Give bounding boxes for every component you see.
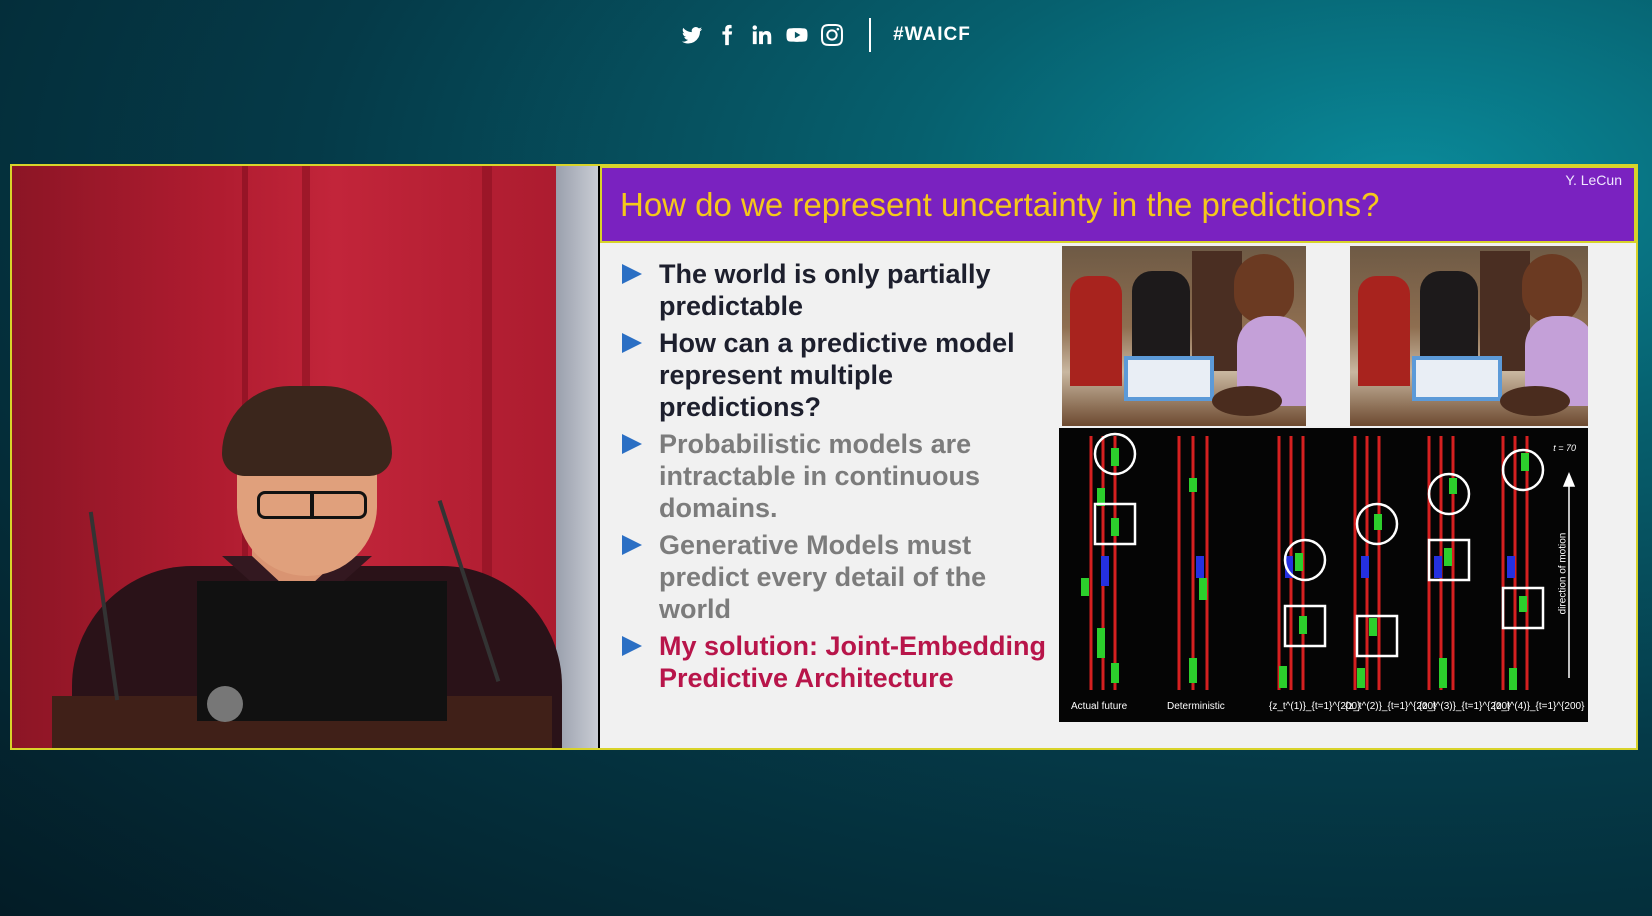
panel-label: Actual future: [1071, 701, 1128, 712]
bullet-item: Probabilistic models are intractable in …: [622, 428, 1052, 524]
trajectory-figure: t = 70 direction of motion Actual future…: [1059, 428, 1588, 722]
bullet-text: The world is only partially predictable: [659, 259, 991, 321]
photo-person: [1070, 276, 1122, 386]
bullet-arrow-icon: [622, 636, 642, 656]
axis-label: direction of motion: [1557, 532, 1569, 615]
event-hashtag: #WAICF: [893, 24, 971, 45]
speaker-glasses: [257, 491, 367, 519]
panel-label: {z_t^(4)}_{t=1}^{200}: [1493, 701, 1585, 712]
video-frame-photo: [1350, 246, 1588, 426]
video-frame-photo: [1062, 246, 1306, 426]
photo-person: [1480, 251, 1530, 371]
bullet-arrow-icon: [622, 333, 642, 353]
social-icons: [681, 24, 844, 46]
bullet-text-highlight: My solution: Joint-Embedding Predictive …: [659, 631, 1046, 693]
social-bar: #WAICF: [0, 18, 1652, 52]
twitter-icon[interactable]: [681, 24, 703, 46]
photo-person: [1192, 251, 1242, 371]
panel-label: {z_t^(3)}_{t=1}^{200}: [1419, 701, 1511, 712]
bullet-text: How can a predictive model represent mul…: [659, 328, 1015, 422]
speaker-hair: [222, 386, 392, 476]
slide-title-bar: How do we represent uncertainty in the p…: [600, 166, 1636, 243]
panel-label: {z_t^(2)}_{t=1}^{200}: [1345, 701, 1437, 712]
facebook-icon[interactable]: [716, 24, 738, 46]
bullet-text: Generative Models must predict every det…: [659, 530, 987, 624]
linkedin-icon[interactable]: [751, 24, 773, 46]
backdrop-panel: [482, 166, 492, 748]
microphone-head: [207, 686, 243, 722]
instagram-icon[interactable]: [821, 24, 844, 46]
photo-person: [1358, 276, 1410, 386]
photo-cake: [1412, 356, 1502, 401]
slide-author: Y. LeCun: [1565, 172, 1622, 188]
backdrop-screen-edge: [556, 166, 598, 748]
bullet-text: Probabilistic models are intractable in …: [659, 429, 981, 523]
video-stage: How do we represent uncertainty in the p…: [10, 164, 1638, 750]
photo-plate: [1500, 386, 1570, 416]
time-label: t = 70: [1553, 443, 1576, 453]
bar-divider: [869, 18, 872, 52]
bullet-item: The world is only partially predictable: [622, 258, 1052, 322]
bullet-list: The world is only partially predictable …: [622, 258, 1052, 699]
slide-title: How do we represent uncertainty in the p…: [620, 186, 1380, 223]
bullet-arrow-icon: [622, 434, 642, 454]
panel-label: {z_t^(1)}_{t=1}^{200}: [1269, 701, 1361, 712]
bullet-item: Generative Models must predict every det…: [622, 529, 1052, 625]
presentation-slide: How do we represent uncertainty in the p…: [600, 166, 1636, 748]
bullet-arrow-icon: [622, 264, 642, 284]
bullet-item: How can a predictive model represent mul…: [622, 327, 1052, 423]
speaker-video: [12, 166, 598, 748]
trajectory-lanes: [1081, 432, 1576, 690]
photo-cake: [1124, 356, 1214, 401]
bullet-item: My solution: Joint-Embedding Predictive …: [622, 630, 1052, 694]
panel-label: Deterministic: [1167, 701, 1225, 712]
photo-person: [1234, 254, 1294, 324]
bullet-arrow-icon: [622, 535, 642, 555]
photo-person: [1522, 254, 1582, 324]
photo-plate: [1212, 386, 1282, 416]
youtube-icon[interactable]: [786, 24, 808, 46]
